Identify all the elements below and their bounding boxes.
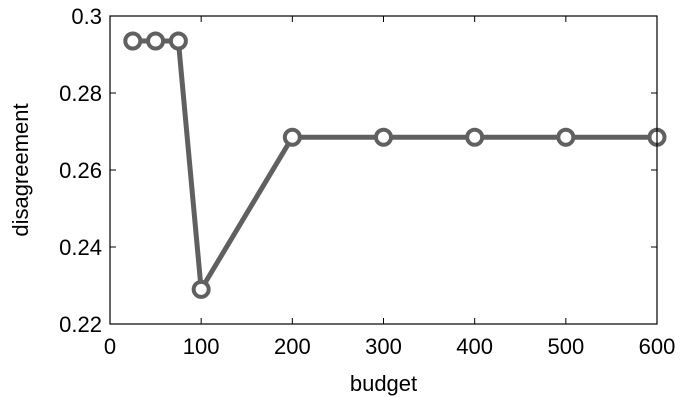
data-point xyxy=(465,127,485,147)
y-axis-title: disagreement xyxy=(8,103,33,236)
tick-labels: 0 100 200 300 400 500 600 0.22 0.24 0.26 0.28 0.3 xyxy=(59,4,675,359)
x-tick-label: 200 xyxy=(274,334,311,359)
data-point xyxy=(146,31,166,51)
x-axis-title: budget xyxy=(350,371,417,396)
data-point xyxy=(123,31,143,51)
data-point xyxy=(282,127,302,147)
series-layer xyxy=(123,31,667,299)
x-tick-label: 0 xyxy=(104,334,116,359)
x-tick-label: 300 xyxy=(365,334,402,359)
data-point xyxy=(556,127,576,147)
y-tick-label: 0.22 xyxy=(59,312,102,337)
x-tick-label: 500 xyxy=(547,334,584,359)
y-tick-label: 0.28 xyxy=(59,81,102,106)
x-tick-label: 400 xyxy=(456,334,493,359)
y-tick-label: 0.24 xyxy=(59,235,102,260)
data-point xyxy=(374,127,393,147)
data-point xyxy=(191,279,211,299)
x-tick-label: 600 xyxy=(639,334,676,359)
x-tick-label: 100 xyxy=(183,334,220,359)
plot-frame xyxy=(109,15,658,325)
series-line xyxy=(132,38,657,292)
y-tick-label: 0.3 xyxy=(71,4,102,29)
data-point xyxy=(168,31,188,51)
y-tick-label: 0.26 xyxy=(59,158,102,183)
